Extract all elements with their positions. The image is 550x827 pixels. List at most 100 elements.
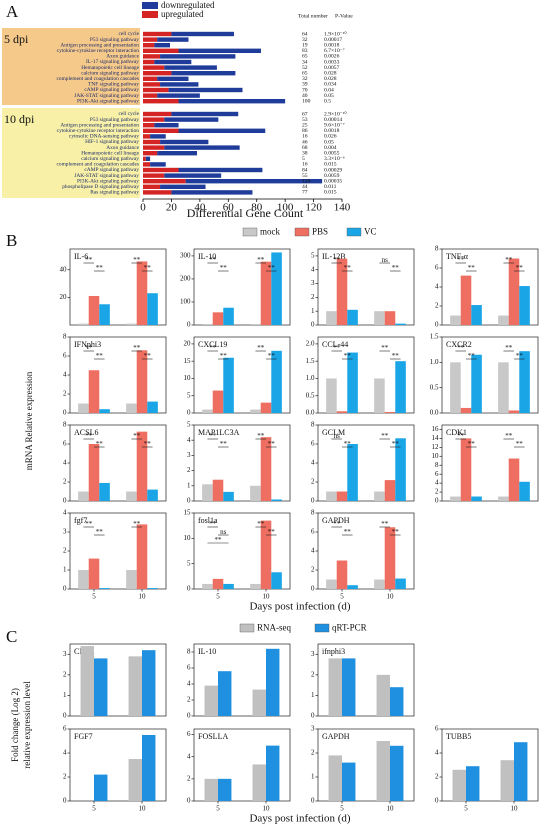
total-number: 52	[302, 65, 308, 71]
sig-label: **	[220, 440, 228, 448]
bar	[342, 658, 356, 716]
sig-label: **	[392, 352, 400, 360]
bar	[147, 401, 158, 413]
sig-label: **	[85, 256, 93, 264]
chart-title: CDK1	[446, 428, 467, 437]
total-number: 19	[302, 42, 308, 48]
p-value: 0.0055	[324, 150, 340, 156]
total-number: 40	[302, 93, 308, 99]
sig-label: **	[516, 352, 524, 360]
chart-title: FGF7	[74, 732, 93, 741]
sig-label: **	[457, 344, 465, 352]
y-tick-label: 12	[432, 443, 440, 451]
y-tick-label: 0	[63, 797, 67, 805]
category-label: IL-17 signaling pathway	[86, 59, 139, 65]
bar-segment	[160, 82, 199, 87]
y-tick-label: 1	[311, 691, 315, 699]
y-tick-label: 8	[435, 461, 439, 469]
x-tick-label: 5	[92, 805, 96, 813]
bar	[99, 482, 110, 501]
bar	[204, 685, 218, 716]
bar	[376, 674, 390, 716]
x-tick-label: 120	[305, 202, 322, 214]
y-tick-label: 8	[311, 509, 315, 517]
total-number: 86	[302, 128, 308, 134]
bar-segment	[143, 111, 172, 117]
category-label: P53 signaling pathway	[90, 37, 139, 43]
y-tick-label: 8	[63, 421, 67, 429]
bar	[384, 411, 396, 413]
bar	[252, 764, 266, 801]
y-tick-label: 0	[63, 585, 67, 593]
sig-label: **	[209, 432, 217, 440]
sig-label: **	[468, 440, 476, 448]
y-tick-label: 5	[311, 252, 315, 260]
bar	[99, 304, 110, 325]
y-tick-label: 6	[63, 725, 67, 733]
category-label: complement and coagulation cascades	[57, 162, 139, 168]
column-header: P-Value	[335, 13, 353, 19]
bar	[202, 409, 213, 413]
p-value: 3.3×10⁻⁶	[324, 156, 345, 162]
plot-frame	[317, 643, 415, 717]
y-tick-label: 4	[63, 371, 67, 379]
y-tick-label: 6	[187, 664, 191, 672]
sig-label: **	[85, 520, 93, 528]
bar-segment	[143, 76, 158, 81]
x-tick-label: 140	[334, 202, 351, 214]
bar	[99, 588, 110, 589]
bar	[212, 390, 224, 413]
sig-label: **	[516, 264, 524, 272]
bar	[395, 438, 406, 501]
total-number: 25	[302, 122, 308, 128]
y-tick-label: 6	[187, 730, 191, 738]
sig-label: **	[133, 432, 141, 440]
p-value: 1.9×10⁻¹⁰	[324, 30, 347, 37]
y-tick-label: 2	[63, 390, 67, 398]
total-number: 77	[302, 190, 308, 196]
bar-segment	[143, 71, 172, 76]
total-number: 38	[302, 150, 308, 156]
y-tick-label: 15	[184, 357, 192, 365]
bar	[212, 479, 224, 501]
sig-label: **	[209, 344, 217, 352]
y-tick-label: 8	[63, 333, 67, 341]
bar	[99, 409, 110, 413]
y-tick-label: 6	[435, 725, 439, 733]
y-tick-label: 2	[63, 670, 67, 678]
bar	[136, 524, 148, 589]
y-tick-label: 0	[311, 712, 315, 720]
bar-segment	[143, 173, 165, 178]
y-tick-label: 4	[187, 436, 191, 444]
legend-label: mock	[260, 227, 280, 237]
y-tick-label: 3	[187, 451, 191, 459]
bar	[250, 409, 261, 413]
bar-segment	[154, 123, 179, 128]
sig-label: **	[333, 344, 341, 352]
bar	[212, 578, 224, 589]
sig-label: **	[209, 256, 217, 264]
total-number: 55	[302, 173, 308, 179]
p-value: 0.0018	[324, 42, 340, 48]
sig-label: ns	[334, 432, 341, 440]
chart-title: CXCL19	[198, 340, 227, 349]
bar	[223, 357, 234, 413]
bar-segment	[143, 184, 161, 189]
chart-title: ifnphi3	[322, 647, 345, 656]
bar-segment	[143, 139, 161, 145]
bar	[347, 352, 358, 413]
sig-label: **	[215, 536, 223, 544]
y-tick-label: 2	[311, 566, 315, 574]
bar	[500, 760, 514, 801]
p-value: 0.0059	[324, 173, 340, 179]
y-tick-label: 0	[187, 797, 191, 805]
bar-segment	[143, 31, 172, 37]
bar-segment	[143, 87, 169, 93]
p-value: 0.05	[324, 93, 334, 99]
legend-swatch	[242, 227, 258, 237]
bar	[128, 656, 142, 716]
bar-segment	[168, 87, 243, 93]
y-tick-label: 0	[187, 712, 191, 720]
plot-frame	[441, 424, 539, 502]
bar	[374, 378, 385, 413]
